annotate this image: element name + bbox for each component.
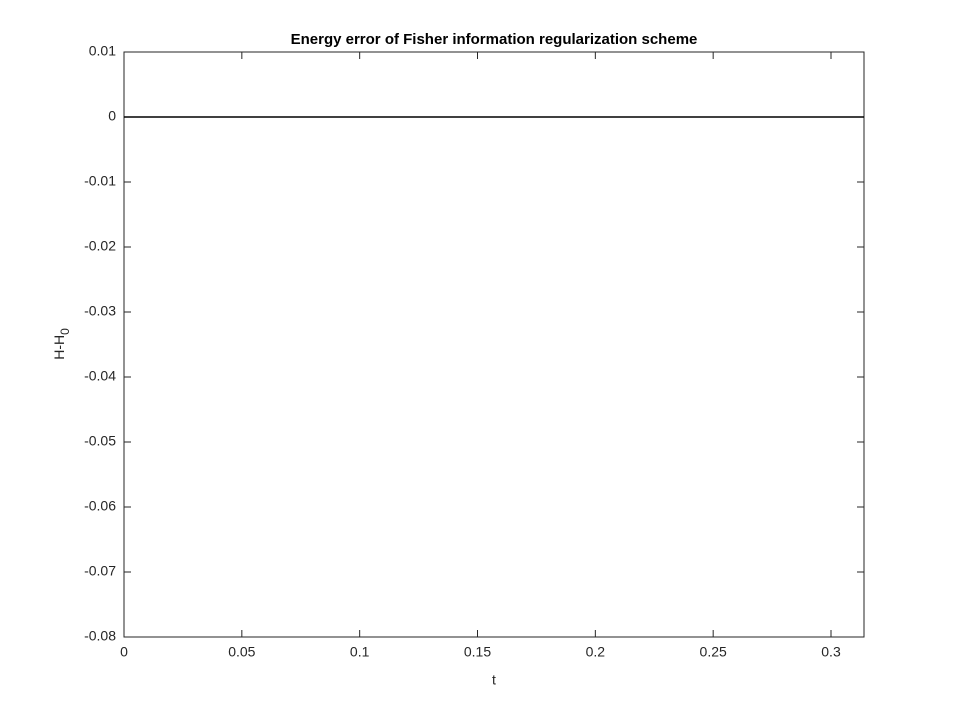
y-tick-label: -0.08 — [84, 628, 116, 644]
y-axis-label-main: H-H — [51, 335, 67, 360]
y-axis-label-subscript: 0 — [58, 328, 72, 335]
x-tick-label: 0.05 — [228, 644, 255, 660]
x-tick-label: 0.15 — [464, 644, 491, 660]
x-tick-label: 0.3 — [821, 644, 841, 660]
x-axis-label: t — [492, 672, 496, 688]
y-tick-label: -0.04 — [84, 368, 116, 384]
x-tick-label: 0.1 — [350, 644, 370, 660]
y-tick-label: -0.01 — [84, 173, 116, 189]
y-tick-label: -0.03 — [84, 303, 116, 319]
y-tick-label: -0.06 — [84, 498, 116, 514]
chart-title: Energy error of Fisher information regul… — [291, 31, 698, 48]
x-tick-label: 0.25 — [700, 644, 727, 660]
y-tick-label: -0.07 — [84, 563, 116, 579]
y-tick-label: -0.02 — [84, 238, 116, 254]
y-tick-label: 0.01 — [89, 43, 116, 59]
plot-frame — [123, 51, 865, 638]
x-tick-label: 0.2 — [586, 644, 606, 660]
y-tick-label: 0 — [108, 108, 116, 124]
y-axis-label: H-H0 — [51, 328, 72, 360]
x-tick-label: 0 — [120, 644, 128, 660]
y-tick-label: -0.05 — [84, 433, 116, 449]
